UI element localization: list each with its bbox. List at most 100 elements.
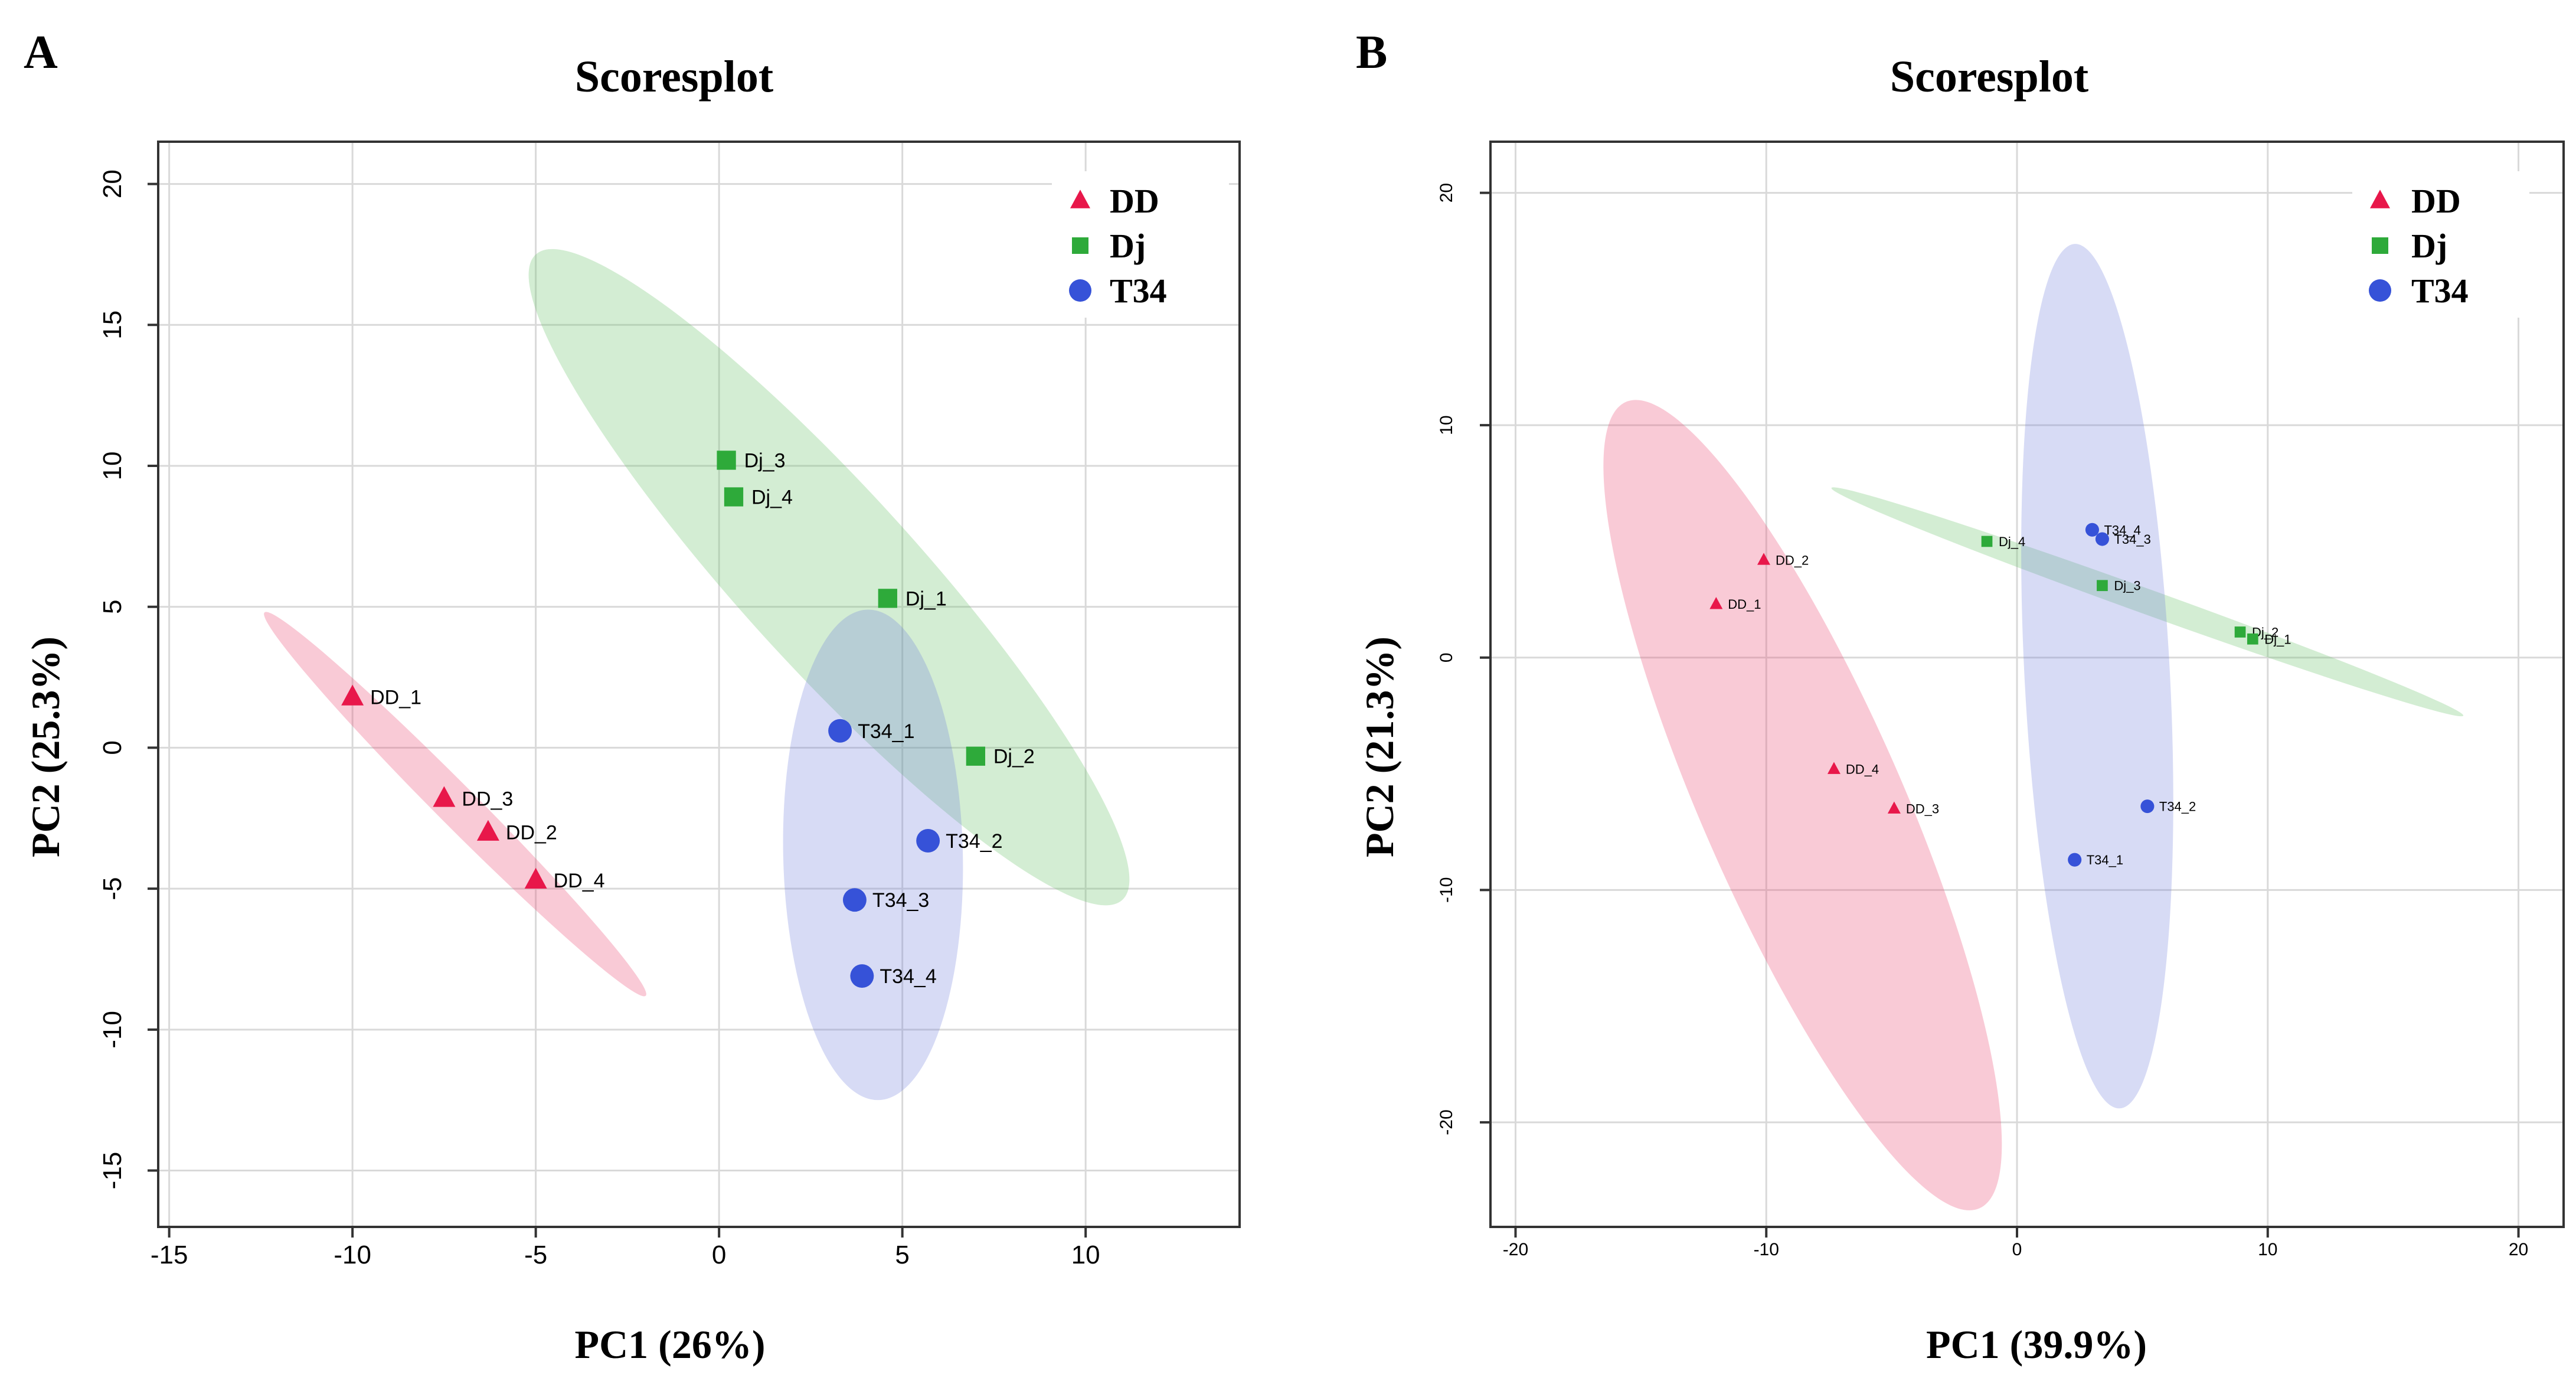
panel-a-point-label: Dj_1 (905, 587, 947, 610)
panel-a-ellipse-dd (264, 612, 646, 997)
panel-b-point-label: DD_1 (1728, 597, 1761, 612)
panel-b-plot-area (1490, 142, 2564, 1227)
panel-b-plot-frame (1489, 141, 2565, 1228)
panel-b-title: Scoresplot (1890, 52, 2088, 102)
panel-b-point-label: Dj_3 (2114, 579, 2140, 593)
panel-b-x-tick-label: -10 (1754, 1240, 1779, 1259)
panel-a-point-label: Dj_4 (751, 487, 793, 509)
panel-a-legend-label-dj: Dj (1110, 227, 1146, 265)
panel-a-point-dj_1 (878, 589, 897, 608)
panel-a-y-tick-label: 15 (98, 311, 127, 339)
panel-a-point-label: Dj_2 (993, 746, 1035, 768)
panel-b-y-tick-label: -20 (1437, 1109, 1456, 1135)
panel-b-y-tick-label: 0 (1437, 652, 1456, 662)
panel-a-legend-label-t34: T34 (1110, 272, 1167, 310)
panel-b-point-t34_1 (2068, 853, 2082, 867)
panel-a-plot-area (158, 142, 1240, 1227)
panel-a-point-label: T34_3 (872, 889, 929, 912)
panel-a-x-tick-label: -10 (334, 1240, 371, 1269)
panel-b-point-dd_3 (1887, 801, 1901, 814)
panel-a-y-tick-label: 10 (98, 452, 127, 481)
panel-b-y-tick-label: 20 (1437, 183, 1456, 203)
panel-a-x-tick-label: -5 (524, 1240, 547, 1269)
panel-a-plot: -15 -10 -5 0 5 10 -15 -10 -5 0 5 10 15 20 DD_1 DD_3 DD_2… (98, 141, 1241, 1269)
panel-a-point-t34_1 (828, 719, 852, 743)
panel-a-title: Scoresplot (575, 52, 773, 102)
panel-b-x-tick-label: 10 (2258, 1240, 2277, 1259)
panel-b-legend-label-t34: T34 (2411, 272, 2469, 310)
panel-b-ellipse-dd (1603, 400, 2002, 1210)
panel-b-plot: -20 -10 0 10 20 -20 -10 0 10 20 DD_2 DD_1 DD_4 DD_3 Dj… (1437, 141, 2565, 1259)
panel-b-x-tick-label: 20 (2509, 1240, 2528, 1259)
panel-a-ellipse-t34 (783, 609, 963, 1101)
panel-a-x-tick-label: -15 (151, 1240, 188, 1269)
panel-a-point-dj_4 (724, 487, 744, 507)
panel-b-y-tick-label: -10 (1437, 877, 1456, 903)
panel-b-point-label: T34_4 (2104, 523, 2140, 537)
panel-b-letter: B (1356, 27, 1387, 79)
panel-a-letter: A (24, 27, 58, 79)
panel-b-x-tick-label: 0 (2012, 1240, 2022, 1259)
panel-b-point-t34_4 (2085, 523, 2099, 537)
panel-b-y-axis-label: PC2 (21.3%) (1357, 636, 1402, 857)
panel-a-x-tick-label: 10 (1071, 1240, 1100, 1269)
panel-b-point-label: Dj_4 (1999, 534, 2025, 549)
panel-a-y-axis-label: PC2 (25.3%) (23, 636, 68, 857)
panel-b-point-label: DD_3 (1906, 802, 1939, 817)
panel-b-point-dj_3 (2097, 580, 2108, 592)
panel-a-point-dd_3 (433, 786, 456, 807)
panel-b-x-tick-label: -20 (1503, 1240, 1528, 1259)
panel-a-point-label: T34_2 (946, 830, 1002, 853)
panel-a-x-tick-label: 5 (895, 1240, 909, 1269)
panel-a-point-label: Dj_3 (744, 449, 786, 472)
panel-b-legend-label-dj: Dj (2411, 227, 2447, 265)
panel-b-ellipse-t34 (2021, 244, 2173, 1109)
panel-b-point-t34_3 (2095, 532, 2109, 546)
panel-b-point-dd_1 (1709, 597, 1723, 609)
panel-b-x-axis-label: PC1 (39.9%) (1926, 1322, 2147, 1367)
panel-a-point-t34_4 (850, 964, 874, 988)
panel-b-point-t34_2 (2140, 799, 2155, 814)
panel-b-point-label: T34_3 (2114, 532, 2150, 547)
panel-a-point-t34_3 (842, 888, 867, 912)
panel-b-point-dj_1 (2247, 633, 2258, 645)
panel-a-point-label: T34_1 (858, 720, 914, 743)
panel-a-legend-label-dd: DD (1110, 182, 1159, 220)
panel-a-point-label: DD_2 (506, 822, 557, 844)
panel-b-legend-marker-dj (2372, 237, 2388, 254)
panel-a-point-dj_3 (717, 450, 736, 470)
panel-b-point-dj_2 (2234, 626, 2246, 638)
panel-a-point-dd_1 (341, 684, 364, 706)
panel-b-point-label: Dj_1 (2264, 632, 2291, 647)
panel-a-legend-marker-t34 (1069, 279, 1091, 302)
panel-a-point-dj_2 (966, 746, 986, 766)
panel-b-point-dj_4 (1981, 536, 1993, 547)
panel-a-point-label: DD_3 (462, 788, 513, 810)
panel-b-legend-marker-dd (2370, 190, 2390, 208)
panel-a-x-tick-label: 0 (712, 1240, 726, 1269)
panel-a-point-label: DD_4 (554, 870, 605, 892)
panel-a-y-tick-label: 0 (98, 740, 127, 755)
panel-a-y-tick-label: 5 (98, 599, 127, 613)
panel-a-legend-marker-dd (1070, 190, 1090, 208)
panel-b-legend-label-dd: DD (2411, 182, 2461, 220)
panel-a-ellipse-dj (528, 249, 1130, 906)
panel-a-legend-marker-dj (1072, 237, 1088, 254)
panel-a-point-label: T34_4 (880, 965, 936, 988)
panel-b-legend-marker-t34 (2369, 279, 2391, 302)
panel-b-y-tick-label: 10 (1437, 415, 1456, 435)
panel-b-point-dd_4 (1827, 762, 1841, 774)
panel-a-point-label: DD_1 (370, 686, 421, 709)
panel-b-point-dd_2 (1757, 553, 1770, 565)
panel-b-point-label: T34_1 (2087, 853, 2123, 867)
panel-b-point-label: DD_4 (1846, 762, 1879, 777)
panel-a-y-tick-label: 20 (98, 169, 127, 198)
panel-a-point-dd_2 (476, 820, 499, 841)
panel-a-point-t34_2 (916, 829, 940, 853)
panel-a-plot-frame (157, 141, 1241, 1228)
panel-a-point-dd_4 (524, 867, 547, 889)
panel-b-point-label: DD_2 (1776, 553, 1809, 567)
panel-b-point-label: T34_2 (2159, 799, 2196, 814)
panel-a-y-tick-label: -15 (98, 1152, 127, 1190)
